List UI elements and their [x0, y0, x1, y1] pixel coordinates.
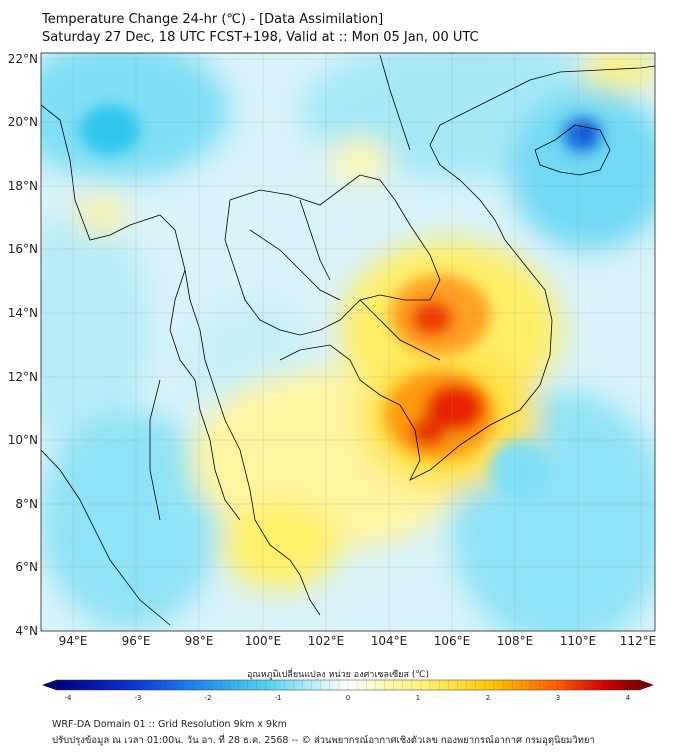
lon-tick: 106°E [434, 634, 471, 648]
lat-tick: 6°N [15, 560, 38, 574]
lon-tick: 108°E [497, 634, 534, 648]
lat-tick: 18°N [8, 179, 38, 193]
lat-tick: 14°N [8, 306, 38, 320]
lon-tick: 102°E [308, 634, 345, 648]
lat-tick: 4°N [15, 624, 38, 638]
lon-axis: 94°E 96°E 98°E 100°E 102°E 104°E 106°E 1… [59, 634, 657, 648]
colorbar-label: -1 [275, 694, 282, 702]
colorbar-label: -2 [205, 694, 212, 702]
map-title: Temperature Change 24-hr (℃) - [Data Ass… [42, 12, 384, 27]
colorbar-label: 0 [346, 694, 350, 702]
lat-tick: 12°N [8, 370, 38, 384]
lon-tick: 104°E [371, 634, 408, 648]
colorbar-label: 4 [626, 694, 631, 702]
lon-tick: 110°E [560, 634, 597, 648]
map-frame [40, 52, 656, 632]
lat-tick: 16°N [8, 242, 38, 256]
colorbar-title: อุณหภูมิเปลี่ยนแปลง หน่วย องศาเซลเซียส (… [246, 670, 430, 680]
temperature-field [41, 53, 655, 631]
footer-grid-info: WRF-DA Domain 01 :: Grid Resolution 9km … [52, 719, 287, 730]
lon-tick: 100°E [245, 634, 282, 648]
lon-tick: 94°E [59, 634, 88, 648]
colorbar-label: -3 [135, 694, 142, 702]
graticule [41, 53, 655, 631]
lat-axis: 22°N 20°N 18°N 16°N 14°N 12°N 10°N 8°N 6… [8, 52, 38, 638]
map-subtitle: Saturday 27 Dec, 18 UTC FCST+198, Valid … [42, 30, 479, 45]
colorbar: -4 -3 -2 -1 0 1 2 3 4 [42, 679, 654, 702]
lon-tick: 96°E [122, 634, 151, 648]
coastlines [41, 54, 655, 626]
colorbar-label: -4 [65, 694, 73, 702]
lat-tick: 8°N [15, 497, 38, 511]
lon-tick: 112°E [620, 634, 657, 648]
lat-tick: 22°N [8, 52, 38, 66]
colorbar-label: 2 [486, 694, 490, 702]
lat-tick: 20°N [8, 115, 38, 129]
colorbar-label: 1 [416, 694, 420, 702]
colorbar-label: 3 [556, 694, 560, 702]
footer-credits: ปรับปรุงข้อมูล ณ เวลา 01:00น. วัน อา. ที… [52, 735, 595, 746]
lon-tick: 98°E [185, 634, 214, 648]
lat-tick: 10°N [8, 433, 38, 447]
